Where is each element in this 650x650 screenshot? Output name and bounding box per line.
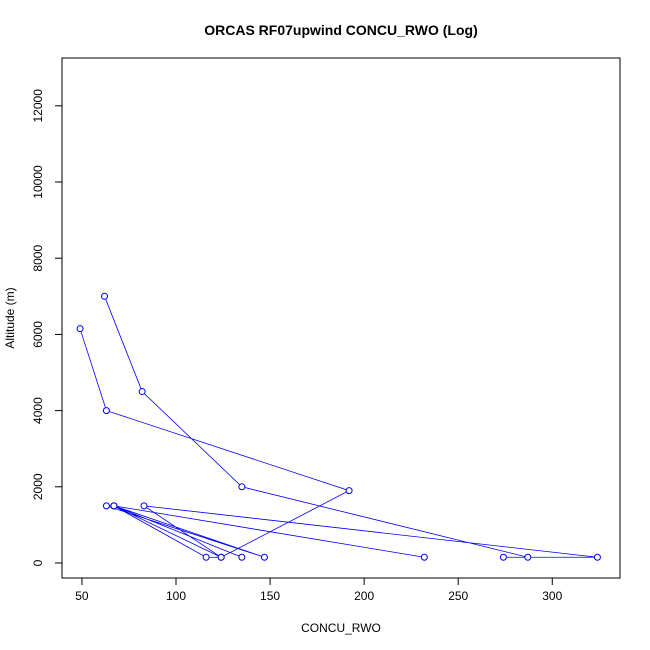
y-tick-label: 8000 <box>31 245 45 272</box>
chart-title: ORCAS RF07upwind CONCU_RWO (Log) <box>204 22 478 38</box>
y-tick-label: 10000 <box>31 165 45 199</box>
data-point <box>102 407 110 415</box>
data-point <box>238 553 246 561</box>
data-point <box>499 553 507 561</box>
y-tick-label: 2000 <box>31 473 45 500</box>
data-point <box>140 502 148 510</box>
x-tick-label: 200 <box>354 589 374 603</box>
data-point <box>102 502 110 510</box>
y-tick-label: 6000 <box>31 321 45 348</box>
data-point <box>101 292 109 300</box>
data-point <box>420 553 428 561</box>
x-tick-label: 250 <box>448 589 468 603</box>
y-tick-label: 4000 <box>31 397 45 424</box>
data-point <box>593 553 601 561</box>
x-tick-label: 300 <box>542 589 562 603</box>
data-point <box>76 325 84 333</box>
data-point <box>345 487 353 495</box>
data-point <box>202 553 210 561</box>
data-line <box>79 296 598 558</box>
data-point <box>524 553 532 561</box>
x-tick-label: 100 <box>166 589 186 603</box>
x-axis-label: CONCU_RWO <box>301 621 381 635</box>
data-point <box>217 553 225 561</box>
y-tick-label: 0 <box>31 559 45 566</box>
x-tick-label: 50 <box>75 589 89 603</box>
data-point <box>138 388 146 396</box>
data-point <box>110 502 118 510</box>
data-point <box>238 483 246 491</box>
y-axis-label: Altitude (m) <box>3 287 17 348</box>
data-point <box>260 553 268 561</box>
x-tick-label: 150 <box>260 589 280 603</box>
y-tick-label: 12000 <box>31 89 45 123</box>
plot-frame <box>61 57 621 579</box>
